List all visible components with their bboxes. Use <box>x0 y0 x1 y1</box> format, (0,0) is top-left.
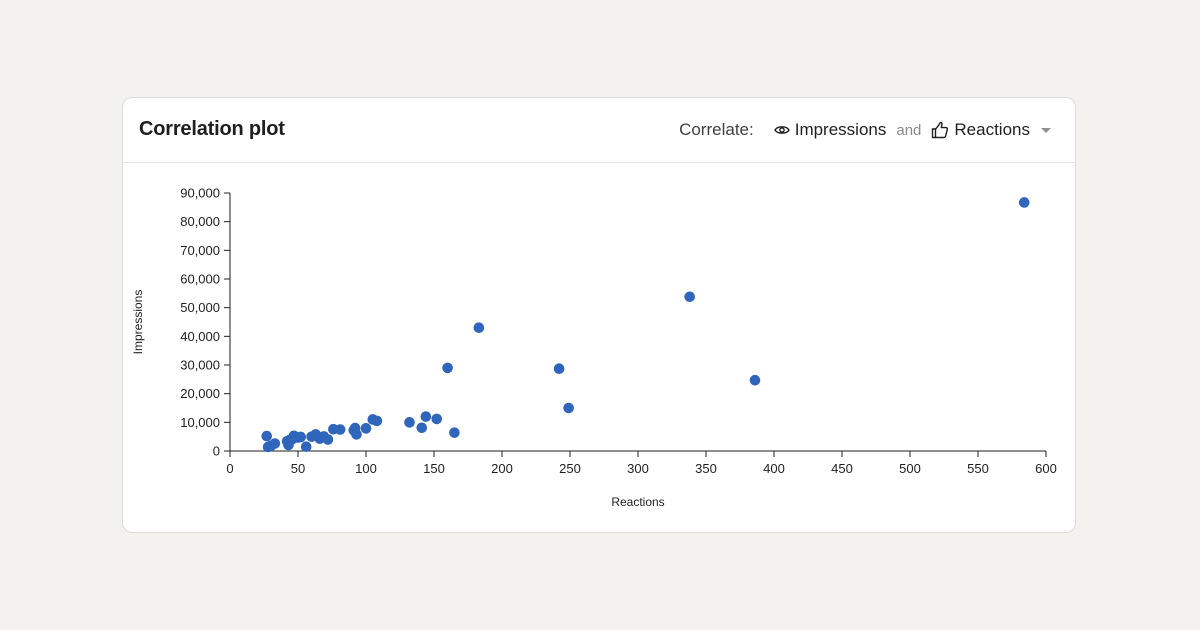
x-tick-label: 0 <box>226 461 233 476</box>
x-tick-label: 50 <box>291 461 305 476</box>
correlation-card: Correlation plot Correlate: Impressions … <box>122 97 1076 533</box>
data-point <box>416 422 428 434</box>
x-tick-label: 250 <box>559 461 581 476</box>
data-point <box>300 441 312 453</box>
data-point <box>553 363 565 375</box>
y-tick-label: 40,000 <box>180 329 220 344</box>
y-tick-label: 90,000 <box>180 186 220 201</box>
data-point <box>420 411 432 422</box>
data-point <box>261 430 273 442</box>
x-tick-label: 600 <box>1035 461 1057 476</box>
y-tick-label: 60,000 <box>180 272 220 287</box>
data-point <box>1018 197 1030 208</box>
data-point <box>563 402 574 414</box>
data-point <box>749 374 761 386</box>
correlate-label: Correlate: <box>679 120 754 139</box>
data-point <box>449 427 460 438</box>
y-tick-label: 80,000 <box>180 214 220 229</box>
data-point <box>404 417 415 428</box>
data-point <box>473 322 485 334</box>
y-axis-title: Impressions <box>131 290 145 355</box>
metric-b-selector[interactable]: Reactions <box>931 120 1051 140</box>
y-tick-label: 0 <box>213 444 220 459</box>
x-tick-label: 550 <box>967 461 989 476</box>
data-point <box>442 362 453 374</box>
data-point <box>295 431 307 443</box>
x-tick-label: 150 <box>423 461 445 476</box>
card-header: Correlation plot Correlate: Impressions … <box>123 98 1075 163</box>
x-tick-label: 100 <box>355 461 377 476</box>
data-point <box>269 438 281 449</box>
caret-down-icon[interactable] <box>1041 127 1051 133</box>
scatter-chart: 0 10,000 20,000 30,000 40,000 50,000 60,000 70,… <box>131 186 1057 510</box>
data-point <box>334 424 346 435</box>
data-point <box>684 291 695 303</box>
y-tick-label: 70,000 <box>180 243 220 258</box>
data-point <box>371 415 383 427</box>
correlate-controls: Correlate: Impressions and <box>679 118 1051 142</box>
x-tick-label: 450 <box>831 461 853 476</box>
x-axis-title: Reactions <box>611 495 664 509</box>
card-title: Correlation plot <box>139 118 285 140</box>
data-point <box>322 434 334 445</box>
y-tick-label: 30,000 <box>180 358 220 373</box>
data-point <box>431 413 443 425</box>
y-tick-label: 50,000 <box>180 300 220 315</box>
y-tick-label: 10,000 <box>180 415 220 430</box>
eye-icon <box>773 124 790 136</box>
data-point <box>360 423 372 434</box>
x-tick-label: 300 <box>627 461 649 476</box>
thumbs-up-icon <box>931 121 949 139</box>
data-point <box>351 429 362 440</box>
x-tick-label: 350 <box>695 461 717 476</box>
metric-b-label: Reactions <box>954 120 1030 139</box>
and-text: and <box>896 121 922 139</box>
x-tick-label: 400 <box>763 461 785 476</box>
metric-a-selector[interactable]: Impressions <box>773 120 887 140</box>
x-tick-label: 200 <box>491 461 513 476</box>
metric-a-label: Impressions <box>794 120 887 139</box>
y-tick-label: 20,000 <box>180 386 220 401</box>
x-tick-label: 500 <box>899 461 921 476</box>
